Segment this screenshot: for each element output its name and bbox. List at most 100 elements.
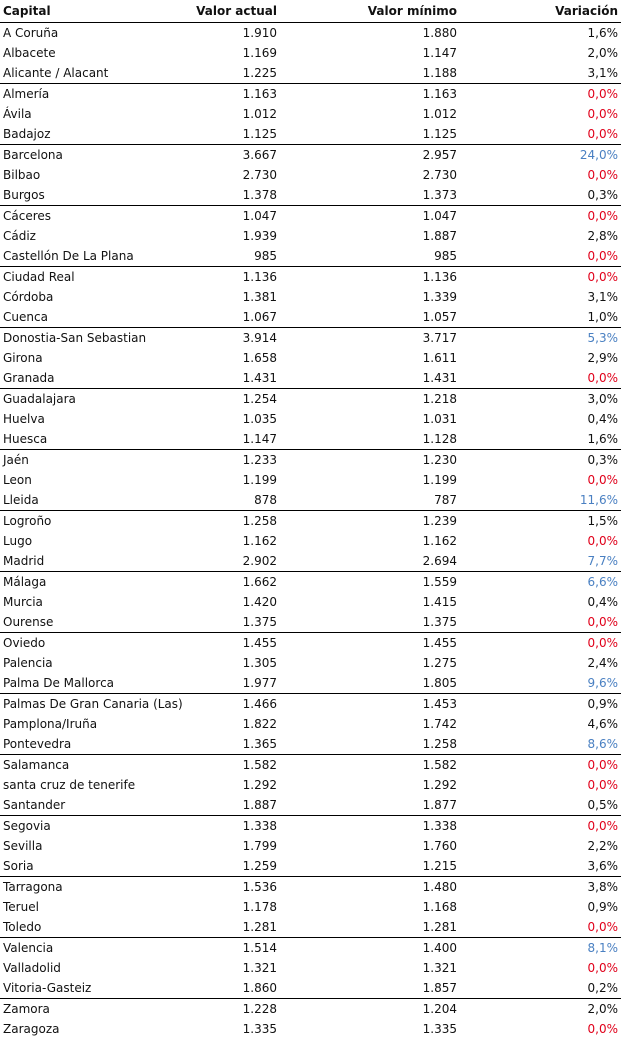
cell-capital: Castellón De La Plana [0,246,190,267]
cell-capital: Cádiz [0,226,190,246]
header-valor-minimo[interactable]: Valor mínimo [280,0,460,23]
cell-valor-minimo: 1.453 [280,694,460,715]
cell-valor-minimo: 1.136 [280,267,460,288]
cell-valor-actual: 1.258 [190,511,280,532]
cell-valor-minimo: 1.339 [280,287,460,307]
header-valor-actual[interactable]: Valor actual [190,0,280,23]
cell-variacion: 0,4% [460,409,621,429]
cell-variacion: 0,0% [460,124,621,145]
cell-variacion: 1,0% [460,307,621,328]
cell-valor-minimo: 1.321 [280,958,460,978]
cell-valor-actual: 1.887 [190,795,280,816]
cell-valor-actual: 1.365 [190,734,280,755]
cell-valor-minimo: 1.128 [280,429,460,450]
header-variacion[interactable]: Variación [460,0,621,23]
cell-capital: Madrid [0,551,190,572]
cell-capital: Pamplona/Iruña [0,714,190,734]
cell-valor-minimo: 2.957 [280,145,460,166]
cell-valor-actual: 1.305 [190,653,280,673]
cell-valor-actual: 1.455 [190,633,280,654]
cell-variacion: 0,0% [460,84,621,105]
cell-valor-actual: 985 [190,246,280,267]
cell-valor-minimo: 1.880 [280,23,460,44]
cell-variacion: 0,0% [460,775,621,795]
cell-valor-minimo: 1.742 [280,714,460,734]
cell-valor-actual: 1.466 [190,694,280,715]
cell-valor-actual: 1.335 [190,1019,280,1039]
cell-capital: Vitoria-Gasteiz [0,978,190,999]
cell-variacion: 0,0% [460,958,621,978]
cell-capital: Girona [0,348,190,368]
cell-capital: Leon [0,470,190,490]
cell-capital: A Coruña [0,23,190,44]
cell-variacion: 0,0% [460,1019,621,1039]
cell-capital: Palma De Mallorca [0,673,190,694]
cell-valor-actual: 1.662 [190,572,280,593]
cell-capital: Zaragoza [0,1019,190,1039]
cell-valor-actual: 1.375 [190,612,280,633]
cell-variacion: 0,0% [460,206,621,227]
cell-valor-minimo: 1.281 [280,917,460,938]
cell-valor-minimo: 1.292 [280,775,460,795]
cell-valor-actual: 1.147 [190,429,280,450]
cell-capital: Donostia-San Sebastian [0,328,190,349]
cell-valor-actual: 1.582 [190,755,280,776]
cell-valor-actual: 1.338 [190,816,280,837]
cell-valor-minimo: 1.559 [280,572,460,593]
cell-valor-minimo: 1.480 [280,877,460,898]
cell-capital: Ávila [0,104,190,124]
cell-valor-actual: 3.667 [190,145,280,166]
cell-valor-actual: 1.910 [190,23,280,44]
cell-valor-minimo: 1.375 [280,612,460,633]
cell-valor-actual: 1.259 [190,856,280,877]
cell-capital: Jaén [0,450,190,471]
header-capital[interactable]: Capital [0,0,190,23]
cell-valor-actual: 1.233 [190,450,280,471]
cell-capital: Tarragona [0,877,190,898]
cell-capital: Salamanca [0,755,190,776]
cell-variacion: 3,6% [460,856,621,877]
cell-valor-actual: 1.162 [190,531,280,551]
cell-capital: Pontevedra [0,734,190,755]
cell-valor-actual: 1.228 [190,999,280,1020]
table-header: Capital Valor actual Valor mínimo Variac… [0,0,621,23]
cell-valor-minimo: 1.163 [280,84,460,105]
cell-capital: Barcelona [0,145,190,166]
cell-valor-minimo: 1.805 [280,673,460,694]
cell-valor-actual: 1.514 [190,938,280,959]
cell-variacion: 9,6% [460,673,621,694]
cell-variacion: 2,4% [460,653,621,673]
cell-variacion: 0,0% [460,633,621,654]
cell-valor-actual: 1.799 [190,836,280,856]
cell-variacion: 0,0% [460,470,621,490]
cell-variacion: 3,1% [460,63,621,84]
cell-capital: Ciudad Real [0,267,190,288]
cell-valor-minimo: 787 [280,490,460,511]
cell-valor-minimo: 1.877 [280,795,460,816]
cell-capital: Valladolid [0,958,190,978]
cell-variacion: 3,1% [460,287,621,307]
